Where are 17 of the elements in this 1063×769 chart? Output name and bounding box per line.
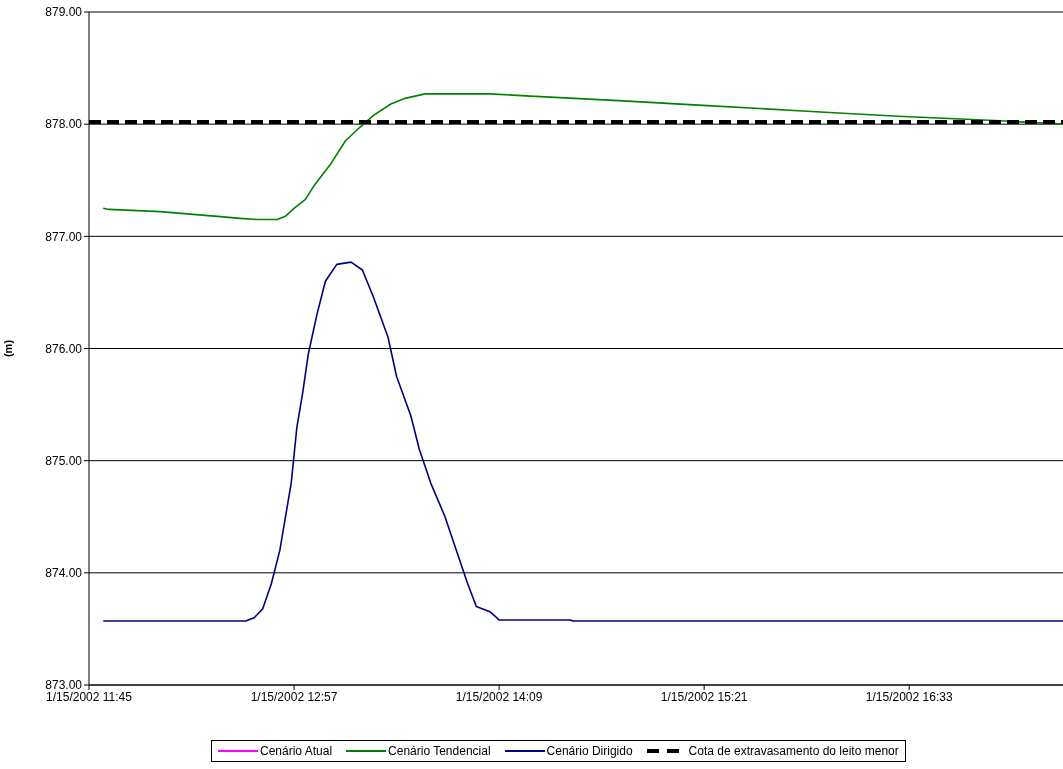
y-tick-label: 877.00 xyxy=(45,229,83,244)
x-tick-label: 1/15/2002 12:57 xyxy=(250,689,338,704)
x-tick-label: 1/15/2002 16:33 xyxy=(865,689,953,704)
y-tick-label: 875.00 xyxy=(45,453,83,468)
y-axis-title: (m) xyxy=(1,339,14,358)
y-tick-label: 879.00 xyxy=(45,5,83,20)
y-tick-label: 876.00 xyxy=(45,341,83,356)
x-tick-label: 1/15/2002 14:09 xyxy=(455,689,543,704)
y-tick-label: 878.00 xyxy=(45,117,83,132)
x-tick-label: 1/15/2002 15:21 xyxy=(660,689,748,704)
legend-label: Cenário Atual xyxy=(260,744,333,758)
y-tick-label: 874.00 xyxy=(45,566,83,581)
legend-label: Cenário Tendencial xyxy=(388,744,491,758)
line-series xyxy=(102,261,1063,622)
legend-label: Cota de extravasamento do leito menor xyxy=(688,744,899,758)
legend-label: Cenário Dirigido xyxy=(546,744,633,758)
line-series xyxy=(102,93,1063,221)
